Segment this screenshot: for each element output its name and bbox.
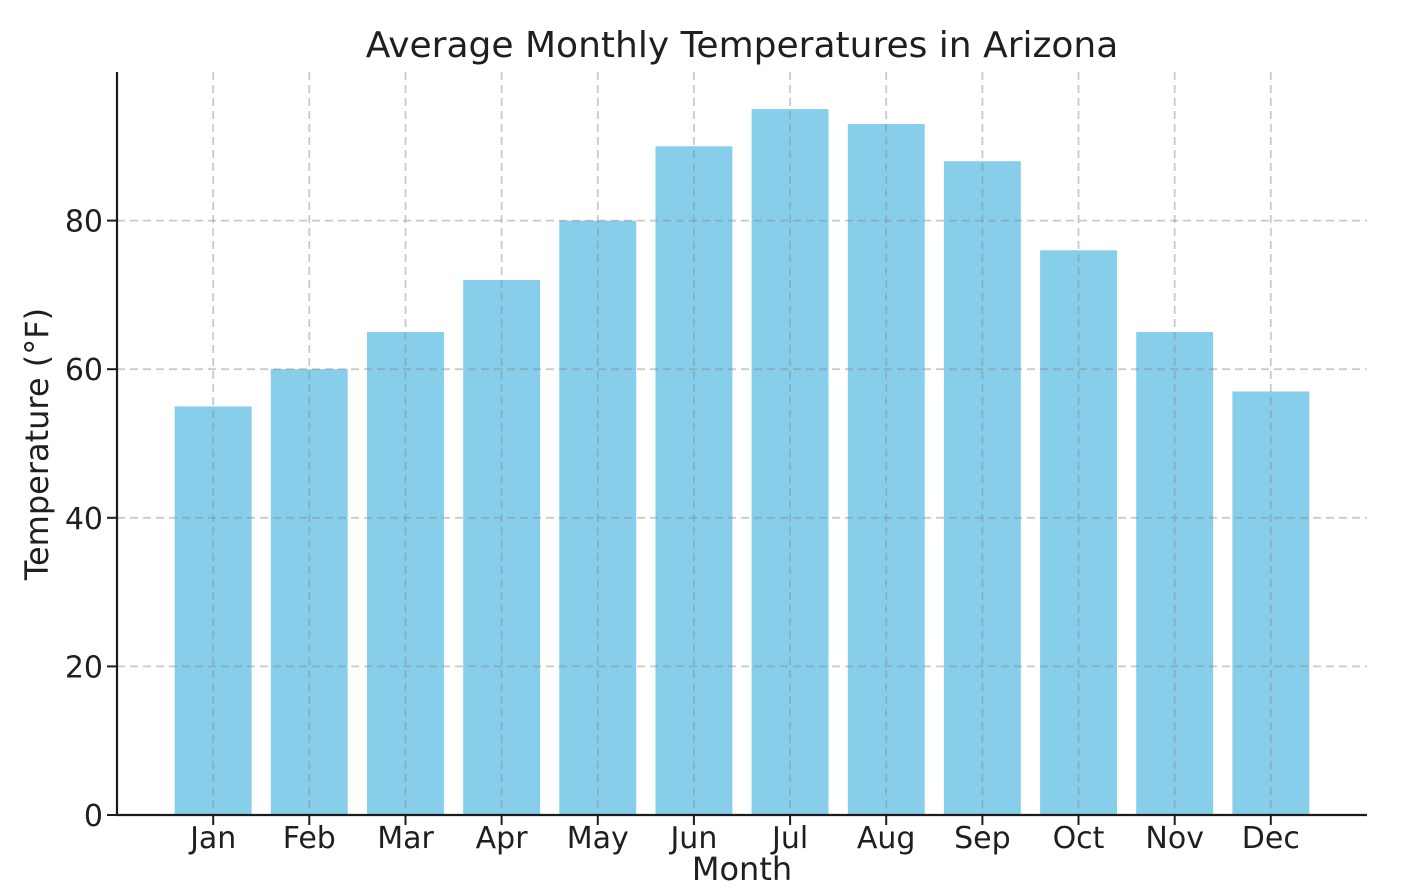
x-tick-label-oct: Oct <box>1053 821 1105 856</box>
x-tick-label-mar: Mar <box>377 821 434 856</box>
bar-feb <box>270 369 348 815</box>
bar-jun <box>655 146 733 816</box>
y-tick-label-80: 80 <box>65 205 103 240</box>
x-tick-label-aug: Aug <box>857 821 916 856</box>
bar-aug <box>847 124 925 815</box>
x-tick-label-jul: Jul <box>770 821 808 856</box>
x-axis-label: Month <box>692 850 792 888</box>
y-axis-label: Temperature (°F) <box>18 308 56 581</box>
y-tick-label-20: 20 <box>65 650 103 685</box>
y-tick-label-60: 60 <box>65 353 103 388</box>
chart-title: Average Monthly Temperatures in Arizona <box>366 25 1119 66</box>
bar-sep <box>943 161 1021 815</box>
bar-jul <box>751 109 829 816</box>
bar-may <box>559 220 637 816</box>
x-tick-label-sep: Sep <box>954 821 1011 856</box>
bar-nov <box>1136 332 1214 815</box>
x-tick-label-may: May <box>567 821 629 856</box>
x-tick-label-feb: Feb <box>283 821 336 856</box>
bar-dec <box>1232 391 1310 815</box>
x-tick-label-nov: Nov <box>1145 821 1204 856</box>
bar-jan <box>174 406 252 815</box>
x-tick-label-jun: Jun <box>668 821 717 856</box>
x-tick-label-apr: Apr <box>476 821 529 856</box>
y-tick-label-0: 0 <box>84 799 103 834</box>
x-tick-label-jan: Jan <box>188 821 236 856</box>
x-tick-label-dec: Dec <box>1242 821 1300 856</box>
bar-oct <box>1040 250 1117 816</box>
y-tick-label-40: 40 <box>65 502 103 537</box>
bar-apr <box>463 280 541 815</box>
bar-mar <box>367 332 444 815</box>
